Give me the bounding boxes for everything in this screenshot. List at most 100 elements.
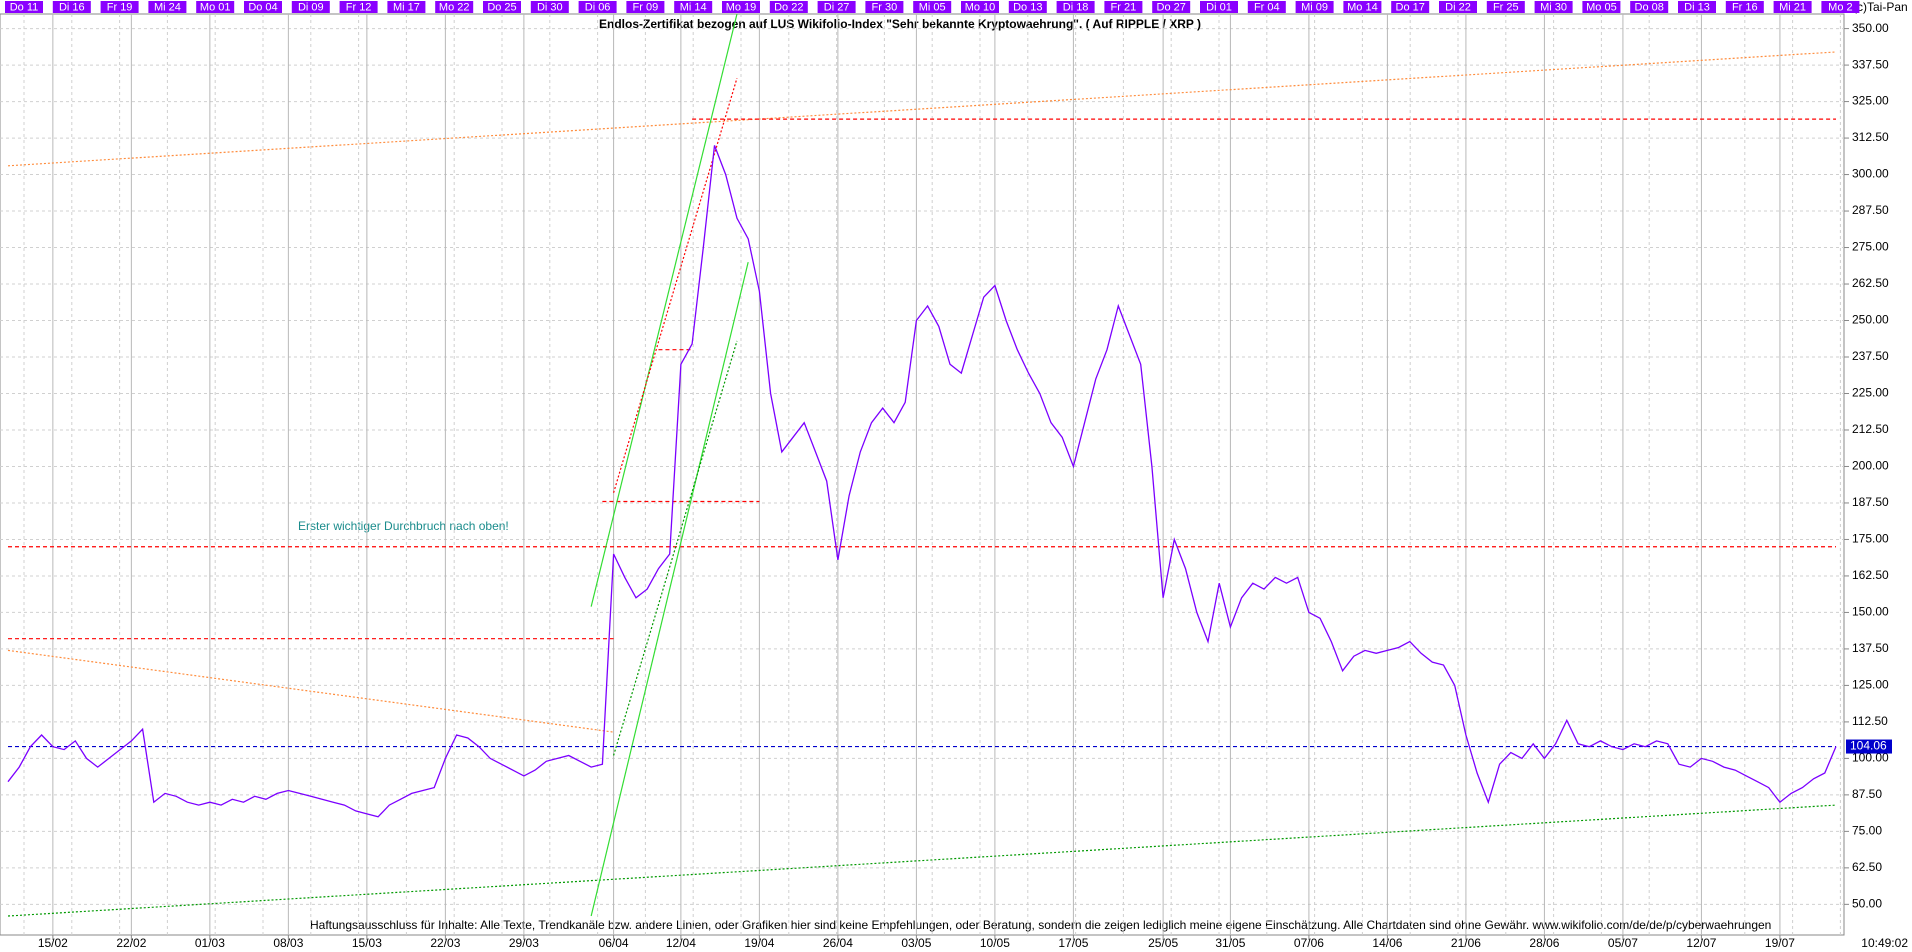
top-label-box <box>913 1 952 13</box>
y-tick-label: 125.00 <box>1852 678 1889 692</box>
x-tick-label: 26/04 <box>823 936 853 950</box>
top-label: Do 13 <box>1013 1 1042 13</box>
top-label: Fr 21 <box>1111 1 1137 13</box>
x-tick-label: 29/03 <box>509 936 539 950</box>
top-label-box <box>100 1 139 13</box>
x-tick-label: 19/07 <box>1765 936 1795 950</box>
top-label-box <box>1056 1 1095 13</box>
top-label-box <box>817 1 856 13</box>
top-label-box <box>483 1 521 13</box>
top-label-box <box>1343 1 1382 13</box>
top-label-box <box>1152 1 1191 13</box>
top-label: Fr 09 <box>633 1 659 13</box>
top-label-box <box>196 1 235 13</box>
top-label: Do 25 <box>487 1 516 13</box>
y-tick-label: 262.50 <box>1852 276 1889 290</box>
y-tick-label: 250.00 <box>1852 313 1889 327</box>
top-label: Mo 2 <box>1828 1 1852 13</box>
top-label: Fr 25 <box>1493 1 1519 13</box>
top-label-box <box>1200 1 1238 13</box>
top-label: Di 13 <box>1684 1 1710 13</box>
top-label-box <box>578 1 617 13</box>
top-label-box <box>1725 1 1764 13</box>
top-label-box <box>1104 1 1143 13</box>
top-label-box <box>1534 1 1573 13</box>
x-tick-label: 31/05 <box>1215 936 1245 950</box>
top-label: Mo 05 <box>1586 1 1617 13</box>
top-label-box <box>1678 1 1716 13</box>
x-tick-label: 12/07 <box>1686 936 1716 950</box>
y-tick-label: 137.50 <box>1852 641 1889 655</box>
x-tick-label: 19/04 <box>744 936 774 950</box>
x-tick-label: 14/06 <box>1372 936 1402 950</box>
y-tick-label: 200.00 <box>1852 459 1889 473</box>
time-label: 10:49:02 <box>1861 936 1908 950</box>
top-label-box <box>865 1 904 13</box>
top-label: Mi 09 <box>1301 1 1328 13</box>
top-label: Fr 12 <box>346 1 372 13</box>
x-tick-label: 15/03 <box>352 936 382 950</box>
top-label-box <box>1821 1 1860 13</box>
top-label: Di 06 <box>585 1 611 13</box>
disclaimer: Haftungsausschluss für Inhalte: Alle Tex… <box>310 918 1771 932</box>
top-label-box <box>435 1 474 13</box>
y-tick-label: 337.50 <box>1852 57 1889 71</box>
trend-line <box>613 340 738 756</box>
trend-line <box>590 261 749 917</box>
top-label: Mi 14 <box>680 1 707 13</box>
top-label-box <box>52 1 91 13</box>
top-label: Fr 30 <box>872 1 898 13</box>
y-tick-label: 87.50 <box>1852 787 1882 801</box>
trend-line <box>7 51 1837 167</box>
top-label: Fr 04 <box>1254 1 1280 13</box>
top-label: Do 17 <box>1396 1 1425 13</box>
x-tick-label: 10/05 <box>980 936 1010 950</box>
top-label: Di 27 <box>824 1 850 13</box>
price-line <box>7 145 1837 818</box>
top-label-box <box>1391 1 1430 13</box>
top-label-box <box>291 1 330 13</box>
plot-area <box>7 14 1837 917</box>
top-label-box <box>1295 1 1334 13</box>
top-label: Mi 30 <box>1540 1 1567 13</box>
top-label: Mi 24 <box>154 1 181 13</box>
x-tick-label: 28/06 <box>1529 936 1559 950</box>
y-tick-label: 237.50 <box>1852 349 1889 363</box>
top-label: Fr 19 <box>107 1 133 13</box>
y-tick-label: 150.00 <box>1852 605 1889 619</box>
last-price-box <box>1846 739 1892 754</box>
y-tick-label: 325.00 <box>1852 94 1889 108</box>
top-label-box <box>5 1 43 13</box>
top-label-box <box>1630 1 1669 13</box>
top-label: Di 09 <box>298 1 324 13</box>
x-tick-label: 08/03 <box>273 936 303 950</box>
y-tick-label: 75.00 <box>1852 824 1882 838</box>
y-tick-label: 175.00 <box>1852 532 1889 546</box>
top-label: Do 11 <box>10 1 39 13</box>
x-tick-label: 25/05 <box>1148 936 1178 950</box>
x-tick-label: 17/05 <box>1058 936 1088 950</box>
y-tick-label: 212.50 <box>1852 422 1889 436</box>
y-tick-label: 275.00 <box>1852 240 1889 254</box>
chart-title: Endlos-Zertifikat bezogen auf LUS Wikifo… <box>599 17 1201 31</box>
y-tick-label: 187.50 <box>1852 495 1889 509</box>
y-tick-label: 62.50 <box>1852 860 1882 874</box>
top-label-box <box>244 1 282 13</box>
y-tick-label: 300.00 <box>1852 167 1889 181</box>
x-tick-label: 22/02 <box>116 936 146 950</box>
y-tick-label: 100.00 <box>1852 751 1889 765</box>
top-label-box <box>1773 1 1812 13</box>
last-price-label: 104.06 <box>1850 739 1887 753</box>
top-label-box <box>1247 1 1286 13</box>
x-tick-label: 01/03 <box>195 936 225 950</box>
top-label-box <box>722 1 760 13</box>
top-label: Mi 17 <box>393 1 420 13</box>
top-label-box <box>387 1 426 13</box>
top-label: Fr 16 <box>1732 1 1758 13</box>
top-label-box <box>626 1 665 13</box>
x-tick-label: 22/03 <box>430 936 460 950</box>
x-tick-label: 15/02 <box>38 936 68 950</box>
top-label-box <box>1008 1 1047 13</box>
y-tick-label: 112.50 <box>1852 714 1888 728</box>
